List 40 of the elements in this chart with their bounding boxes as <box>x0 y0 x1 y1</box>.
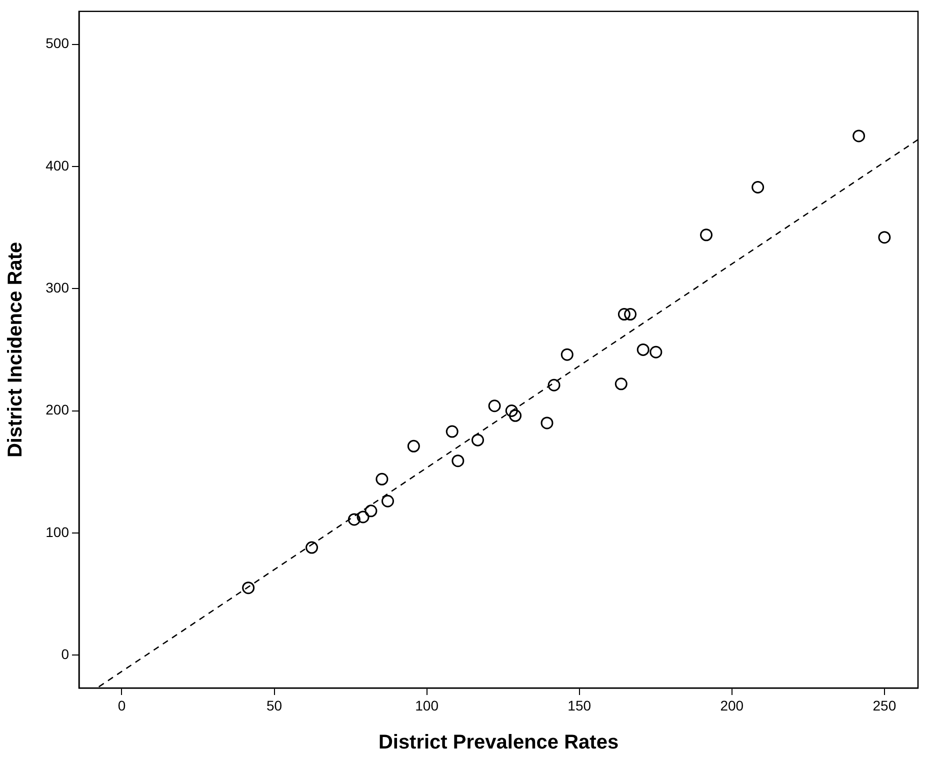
point <box>472 434 484 446</box>
y-tick-label: 0 <box>61 646 70 662</box>
point <box>446 425 458 438</box>
x-axis-title: District Prevalence Rates <box>378 732 619 754</box>
x-tick-label: 50 <box>266 697 282 714</box>
point <box>560 348 574 361</box>
point <box>452 454 464 468</box>
y-tick-label: 200 <box>46 402 70 418</box>
point <box>618 308 630 321</box>
x-tick-label: 100 <box>415 697 439 714</box>
point <box>407 440 420 452</box>
point <box>878 231 891 244</box>
point <box>505 404 518 418</box>
point <box>382 494 394 508</box>
y-axis-title: District Incidence Rate <box>4 242 27 458</box>
point <box>636 343 650 356</box>
point <box>356 510 370 524</box>
point <box>376 472 388 486</box>
point <box>548 378 560 392</box>
point <box>488 400 501 412</box>
y-tick-label: 100 <box>46 524 70 540</box>
point <box>700 228 713 242</box>
point <box>348 513 360 526</box>
y-tick-label: 300 <box>46 279 70 296</box>
y-tick-label: 500 <box>46 35 70 52</box>
point <box>364 504 378 518</box>
point <box>614 378 628 390</box>
point <box>624 308 637 321</box>
point <box>242 582 255 594</box>
x-tick-label: 0 <box>118 697 126 714</box>
point <box>306 541 318 554</box>
point <box>752 181 764 194</box>
point <box>540 416 554 430</box>
point <box>509 409 522 422</box>
x-tick-label: 200 <box>720 697 744 714</box>
point <box>852 130 866 142</box>
x-tick-label: 150 <box>568 697 592 714</box>
x-tick-label: 250 <box>872 697 896 714</box>
y-tick-label: 400 <box>46 157 70 174</box>
point <box>650 346 662 358</box>
